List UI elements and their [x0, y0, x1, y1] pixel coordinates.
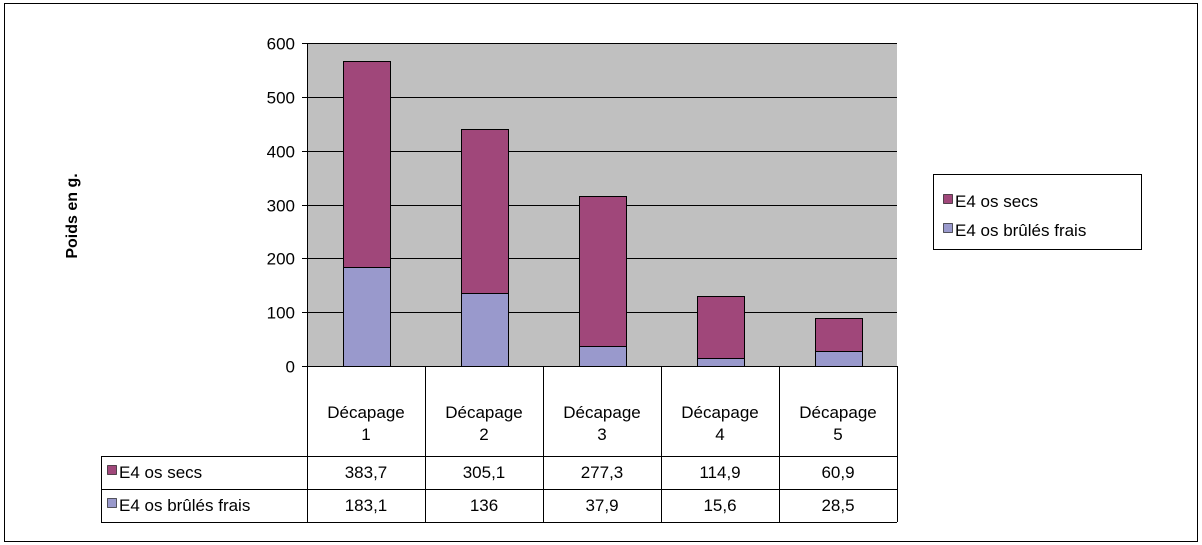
- legend-swatch: [943, 194, 953, 204]
- data-label: 305,1: [463, 463, 506, 482]
- bar-segment: [815, 318, 863, 352]
- bar-segment: [461, 129, 509, 294]
- y-tick-label: 600: [267, 35, 295, 54]
- legend-swatch: [943, 223, 953, 233]
- y-tick-label: 0: [286, 358, 295, 377]
- data-label: 60,9: [821, 463, 854, 482]
- table-legend-key: [107, 498, 117, 508]
- x-tick-label: 2: [479, 425, 488, 444]
- x-tick-label: 1: [361, 425, 370, 444]
- x-tick-label: 5: [833, 425, 842, 444]
- data-label: 114,9: [699, 463, 740, 482]
- x-tick-label: 3: [597, 425, 606, 444]
- bar-segment: [579, 196, 627, 347]
- data-label: 28,5: [821, 496, 854, 515]
- data-label: 277,3: [581, 463, 624, 482]
- data-label: 15,6: [703, 496, 736, 515]
- data-label: 37,9: [585, 496, 618, 515]
- y-tick-label: 400: [267, 143, 295, 162]
- bar-segment: [343, 267, 391, 367]
- y-tick-label: 500: [267, 89, 295, 108]
- x-tick-label: Décapage: [563, 403, 641, 422]
- bar-segment: [579, 346, 627, 367]
- bar-segment: [461, 293, 509, 367]
- x-tick-label: Décapage: [799, 403, 877, 422]
- bar-segment: [815, 351, 863, 367]
- y-axis-label: Poids en g.: [64, 173, 81, 258]
- y-tick-label: 300: [267, 197, 295, 216]
- y-tick-label: 100: [267, 304, 295, 323]
- data-label: 183,1: [345, 496, 388, 515]
- x-tick-label: 4: [715, 425, 724, 444]
- bar-segment: [343, 61, 391, 268]
- legend-box: [933, 174, 1142, 250]
- bar-segment: [697, 296, 745, 359]
- x-tick-label: Décapage: [327, 403, 405, 422]
- data-label: 136: [470, 496, 498, 515]
- bar-segment: [697, 358, 745, 367]
- legend-label: E4 os brûlés frais: [955, 221, 1086, 240]
- table-series-name: E4 os secs: [119, 463, 202, 482]
- x-tick-label: Décapage: [445, 403, 523, 422]
- table-legend-key: [107, 465, 117, 475]
- y-tick-label: 200: [267, 250, 295, 269]
- data-label: 383,7: [345, 463, 388, 482]
- x-tick-label: Décapage: [681, 403, 759, 422]
- legend-label: E4 os secs: [955, 192, 1038, 211]
- table-series-name: E4 os brûlés frais: [119, 496, 250, 515]
